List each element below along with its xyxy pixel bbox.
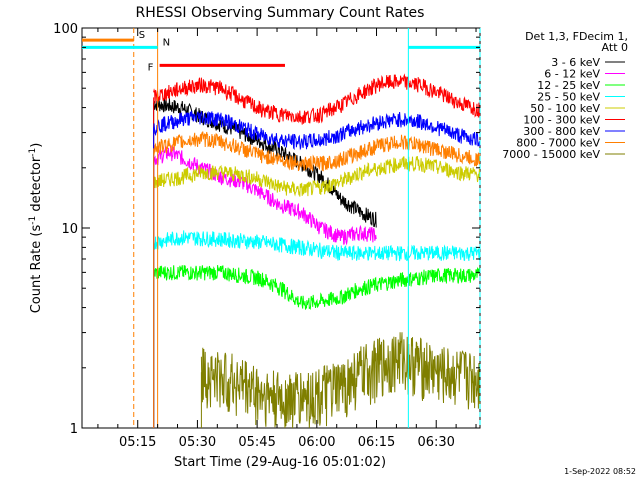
flag-label: F [148, 62, 154, 73]
chart-title: RHESSI Observing Summary Count Rates [136, 5, 425, 21]
flag-layer: S N F [82, 28, 481, 428]
y-axis-label-mid: detector [29, 156, 44, 216]
series-trace-3 [153, 230, 481, 262]
y-axis-label-end: ) [29, 143, 44, 148]
legend-entry-label: 12 - 25 keV [537, 79, 600, 92]
y-tick-label: 10 [61, 222, 78, 237]
legend-entry-label: 25 - 50 keV [537, 91, 600, 104]
generated-timestamp: 1-Sep-2022 08:52 [564, 467, 636, 476]
legend-entry-label: 300 - 800 keV [523, 125, 600, 138]
legend-header-line-2: Att 0 [602, 41, 628, 54]
legend-entry-label: 3 - 6 keV [551, 56, 600, 69]
legend-entry-label: 100 - 300 keV [523, 114, 600, 127]
x-tick-label: 06:00 [298, 435, 335, 450]
series-trace-4 [153, 155, 481, 197]
x-axis-label: Start Time (29-Aug-16 05:01:02) [174, 455, 386, 470]
y-tick-label: 100 [53, 22, 78, 37]
legend-entry-label: 7000 - 15000 keV [502, 148, 600, 161]
series-trace-5 [153, 73, 481, 125]
flag-label: N [163, 37, 170, 48]
legend-header-line-1: Det 1,3, FDecim 1, [525, 30, 628, 43]
series-trace-7 [153, 131, 481, 172]
legend-entry-label: 800 - 7000 keV [516, 137, 600, 150]
y-axis-label-base: Count Rate (s [29, 225, 44, 314]
x-tick-label: 05:15 [119, 435, 156, 450]
y-tick-label: 1 [70, 422, 78, 437]
x-tick-label: 05:45 [238, 435, 275, 450]
x-tick-label: 05:30 [179, 435, 216, 450]
series-layer [153, 73, 481, 429]
y-axis-label-sup1: -1 [28, 216, 38, 225]
y-axis-label-sup2: -1 [28, 148, 38, 157]
legend-entry-label: 6 - 12 keV [544, 68, 600, 81]
series-trace-6 [153, 109, 481, 151]
x-tick-label: 06:30 [417, 435, 454, 450]
series-trace-0 [153, 96, 377, 228]
y-axis-label: Count Rate (s-1 detector-1) [28, 143, 44, 314]
x-tick-label: 06:15 [358, 435, 395, 450]
flag-label: S [139, 30, 145, 41]
series-trace-2 [153, 265, 481, 310]
axis-layer: 1 10 100 05:15 05:30 05:45 06:00 06:15 06:30 [53, 22, 480, 450]
series-trace-1 [153, 145, 377, 246]
legend-entry-label: 50 - 100 keV [530, 102, 600, 115]
series-trace-8 [200, 332, 481, 429]
